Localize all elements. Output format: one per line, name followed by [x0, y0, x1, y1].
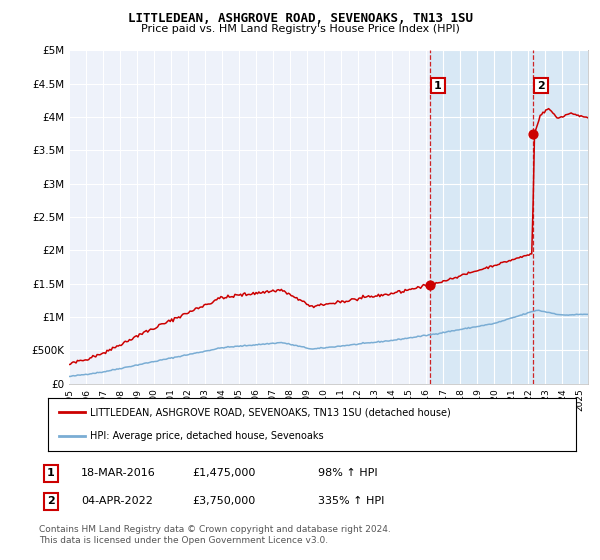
Text: Contains HM Land Registry data © Crown copyright and database right 2024.: Contains HM Land Registry data © Crown c…: [39, 525, 391, 534]
Text: 1: 1: [47, 468, 55, 478]
Point: [425, 281, 435, 290]
Text: £3,750,000: £3,750,000: [192, 496, 255, 506]
Text: 18-MAR-2016: 18-MAR-2016: [81, 468, 156, 478]
Text: 2: 2: [537, 81, 545, 91]
Text: LITTLEDEAN, ASHGROVE ROAD, SEVENOAKS, TN13 1SU: LITTLEDEAN, ASHGROVE ROAD, SEVENOAKS, TN…: [128, 12, 473, 25]
Text: 04-APR-2022: 04-APR-2022: [81, 496, 153, 506]
Text: HPI: Average price, detached house, Sevenoaks: HPI: Average price, detached house, Seve…: [90, 431, 324, 441]
Text: LITTLEDEAN, ASHGROVE ROAD, SEVENOAKS, TN13 1SU (detached house): LITTLEDEAN, ASHGROVE ROAD, SEVENOAKS, TN…: [90, 408, 451, 418]
Point: [528, 129, 538, 138]
Text: 2: 2: [47, 496, 55, 506]
Text: Price paid vs. HM Land Registry's House Price Index (HPI): Price paid vs. HM Land Registry's House …: [140, 24, 460, 34]
Text: 335% ↑ HPI: 335% ↑ HPI: [318, 496, 385, 506]
Bar: [430, 50, 588, 384]
Text: £1,475,000: £1,475,000: [192, 468, 256, 478]
Text: 1: 1: [434, 81, 442, 91]
Text: 98% ↑ HPI: 98% ↑ HPI: [318, 468, 377, 478]
Text: This data is licensed under the Open Government Licence v3.0.: This data is licensed under the Open Gov…: [39, 536, 328, 545]
